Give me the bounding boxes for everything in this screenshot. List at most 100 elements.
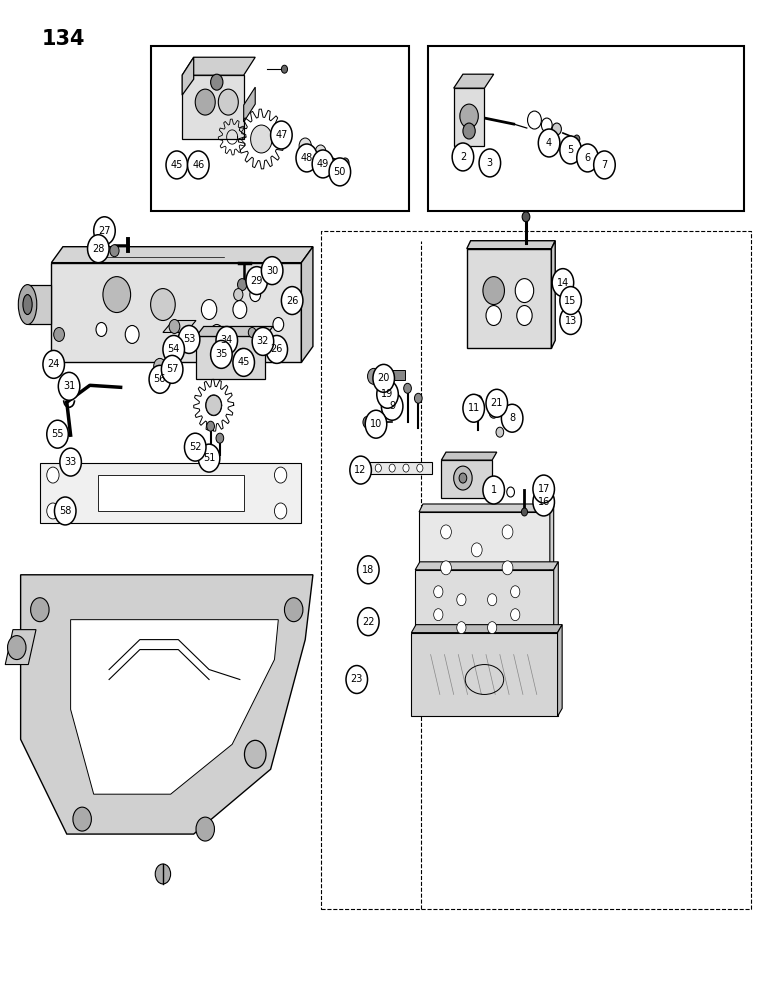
Circle shape [533,488,554,516]
Text: 45: 45 [171,160,183,170]
Circle shape [560,136,581,164]
Text: 31: 31 [63,381,75,391]
Ellipse shape [19,285,37,324]
Circle shape [198,444,220,472]
Circle shape [284,598,303,622]
Circle shape [350,456,371,484]
Circle shape [96,322,107,336]
Polygon shape [557,625,562,716]
Circle shape [527,111,541,129]
Circle shape [510,586,520,598]
Circle shape [560,307,581,334]
Polygon shape [550,504,554,588]
Circle shape [483,476,504,504]
Circle shape [434,586,443,598]
Polygon shape [411,633,557,716]
Circle shape [151,289,175,320]
Circle shape [196,817,215,841]
Polygon shape [244,87,256,122]
Text: 29: 29 [251,276,263,286]
Text: 1: 1 [491,485,496,495]
Polygon shape [378,370,405,380]
Circle shape [460,104,479,128]
Text: 23: 23 [350,675,363,685]
Text: 54: 54 [168,344,180,354]
Polygon shape [411,625,562,633]
Circle shape [178,325,200,353]
Text: 35: 35 [215,349,228,359]
Text: 3: 3 [487,158,493,168]
Circle shape [234,289,243,301]
Text: 34: 34 [221,335,233,345]
Text: 18: 18 [362,565,374,575]
Circle shape [55,497,76,525]
Polygon shape [97,475,244,511]
Circle shape [87,235,109,263]
Text: 30: 30 [266,266,278,276]
Circle shape [357,608,379,636]
Polygon shape [182,57,256,75]
Circle shape [475,395,482,405]
Circle shape [238,279,247,291]
Circle shape [211,340,232,368]
Circle shape [457,594,466,606]
Circle shape [43,350,65,378]
Text: 53: 53 [183,334,195,344]
Circle shape [367,368,380,384]
Circle shape [47,420,68,448]
Circle shape [463,394,485,422]
Circle shape [212,343,227,363]
Bar [151,46,409,211]
Polygon shape [442,452,496,460]
Circle shape [454,466,472,490]
Circle shape [166,151,188,179]
Text: 10: 10 [370,419,382,429]
Circle shape [125,325,139,343]
Circle shape [404,383,411,393]
Circle shape [594,151,615,179]
Circle shape [211,74,223,90]
Text: 48: 48 [300,153,313,163]
Circle shape [502,525,513,539]
Circle shape [281,287,303,315]
Polygon shape [369,462,432,474]
Circle shape [60,448,81,476]
Circle shape [365,410,387,438]
Text: 57: 57 [166,364,178,374]
Circle shape [417,464,423,472]
Bar [428,46,743,211]
Circle shape [315,145,326,159]
Polygon shape [52,247,313,263]
Circle shape [275,503,286,519]
Circle shape [486,306,501,325]
Circle shape [54,327,65,341]
Circle shape [47,503,59,519]
Circle shape [266,335,287,363]
Polygon shape [454,74,493,88]
Text: 19: 19 [381,389,394,399]
Text: 28: 28 [92,244,104,254]
Circle shape [218,89,239,115]
Circle shape [515,279,533,303]
Circle shape [207,421,215,431]
Circle shape [538,129,560,157]
Text: 27: 27 [98,226,110,236]
Text: 46: 46 [192,160,205,170]
Text: 55: 55 [51,429,64,439]
Circle shape [459,473,467,483]
Text: 20: 20 [378,373,390,383]
Text: 7: 7 [601,160,608,170]
Circle shape [560,287,581,315]
Polygon shape [554,562,558,650]
Text: 14: 14 [557,278,569,288]
Circle shape [522,212,530,222]
Circle shape [251,125,273,153]
Circle shape [169,320,180,333]
Polygon shape [467,249,551,348]
Text: 11: 11 [468,403,480,413]
Circle shape [472,543,482,557]
Ellipse shape [23,295,32,315]
Circle shape [271,121,292,149]
Circle shape [375,464,381,472]
Circle shape [521,508,527,516]
